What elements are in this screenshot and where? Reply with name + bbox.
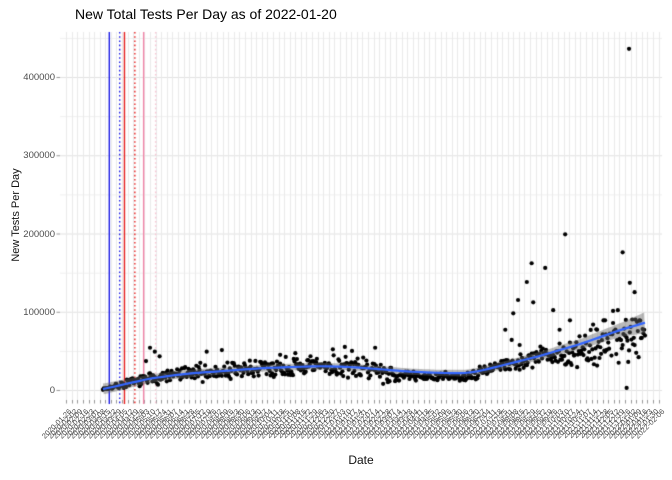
y-tick-label: 400000 [23, 72, 55, 83]
y-tick-label: 300000 [23, 150, 55, 162]
y-tick-label: 200000 [23, 228, 55, 240]
chart-title: New Total Tests Per Day as of 2022-01-20 [75, 6, 337, 22]
y-tick-label: 0 [49, 385, 55, 396]
x-axis-title: Date [348, 453, 374, 467]
y-tick-label: 100000 [23, 306, 55, 318]
